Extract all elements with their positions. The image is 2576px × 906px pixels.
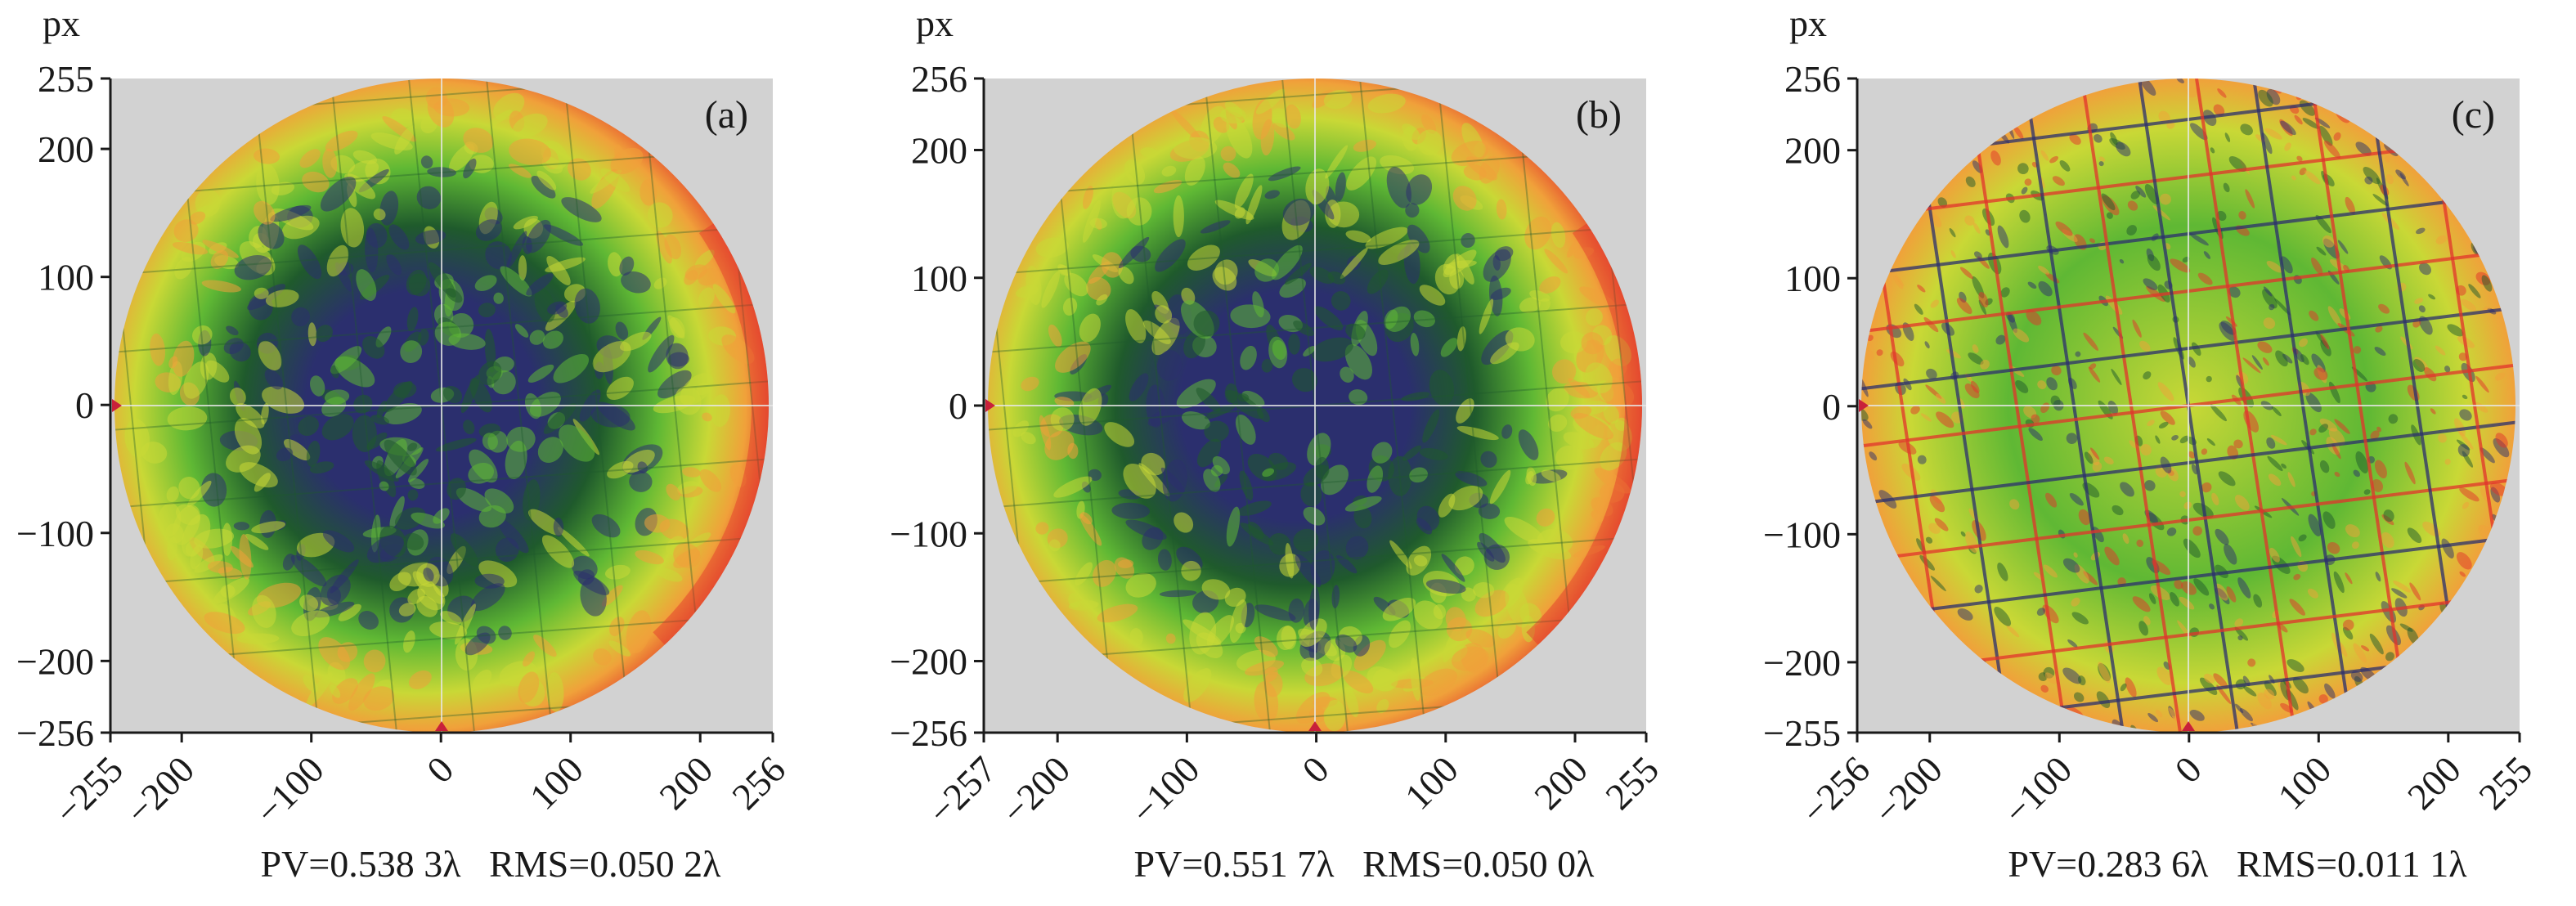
- y-tick-label: −256: [16, 712, 94, 754]
- x-tick-label: −256: [1793, 748, 1878, 832]
- y-tick-label: −100: [1763, 514, 1841, 555]
- y-tick-label: 200: [1784, 130, 1841, 172]
- y-tick-label: 200: [911, 130, 967, 172]
- x-tick-label: 255: [2471, 748, 2540, 818]
- x-tick-label: −100: [248, 748, 332, 832]
- x-tick-label: 100: [2270, 748, 2340, 818]
- y-unit-label: px: [1789, 2, 1827, 44]
- y-tick-label: 255: [38, 58, 94, 100]
- panel-c-caption: PV=0.283 6λ RMS=0.011 1λ: [2008, 843, 2467, 885]
- panel-b-caption: PV=0.551 7λ RMS=0.050 0λ: [1133, 843, 1595, 885]
- x-tick-label: −255: [47, 748, 131, 832]
- y-tick-label: −200: [890, 641, 967, 683]
- panel-tag: (b): [1576, 93, 1622, 137]
- y-tick-label: 0: [75, 384, 94, 426]
- x-tick-label: 0: [1294, 748, 1336, 791]
- y-tick-label: 100: [38, 257, 94, 298]
- x-tick-label: 0: [2167, 748, 2210, 791]
- y-tick-label: 0: [1822, 386, 1841, 428]
- x-tick-label: −200: [1866, 748, 1950, 832]
- y-unit-label: px: [916, 2, 954, 44]
- panel-a: 255 200 100 0 −100 −200 −256 px −255 −200 −100 0 100…: [0, 0, 859, 906]
- y-tick-label: −255: [1763, 712, 1841, 754]
- x-tick-label: −200: [118, 748, 202, 832]
- x-tick-label: 200: [2399, 748, 2469, 818]
- x-tick-label: −100: [1123, 748, 1207, 832]
- y-unit-label: px: [43, 2, 80, 44]
- x-tick-label: 0: [419, 748, 461, 791]
- y-tick-label: −100: [890, 513, 967, 554]
- panel-tag: (a): [705, 93, 748, 137]
- y-tick-label: 200: [38, 128, 94, 170]
- x-tick-label: −200: [994, 748, 1078, 832]
- y-zero-marker: [985, 399, 995, 412]
- panel-b: 256 200 100 0 −100 −200 −256 px −257 −200 −100 0 100…: [873, 0, 1732, 906]
- x-zero-marker: [1308, 721, 1322, 731]
- panel-c: 256 200 100 0 −100 −200 −255 px −256 −200 −100 0 100…: [1747, 0, 2576, 906]
- y-tick-label: 100: [1784, 258, 1841, 299]
- x-zero-marker: [435, 721, 448, 731]
- x-tick-label: −257: [920, 748, 1004, 832]
- panel-tag: (c): [2452, 93, 2495, 137]
- y-tick-label: 0: [949, 385, 967, 427]
- y-tick-label: 256: [911, 58, 967, 100]
- x-tick-label: 100: [1397, 748, 1466, 818]
- x-zero-marker: [2182, 721, 2195, 731]
- panel-a-caption: PV=0.538 3λ RMS=0.050 2λ: [260, 843, 721, 885]
- x-tick-label: 100: [522, 748, 591, 818]
- y-tick-label: −200: [16, 640, 94, 682]
- y-tick-label: −100: [16, 513, 94, 554]
- x-tick-label: 256: [724, 748, 793, 818]
- y-tick-label: 100: [911, 258, 967, 299]
- y-tick-label: −200: [1763, 642, 1841, 684]
- x-tick-label: 200: [651, 748, 720, 818]
- x-tick-label: −100: [1995, 748, 2080, 832]
- x-tick-label: 200: [1526, 748, 1595, 818]
- y-zero-marker: [1859, 399, 1869, 412]
- y-tick-label: 256: [1784, 58, 1841, 100]
- y-tick-label: −256: [890, 712, 967, 754]
- x-tick-label: 255: [1597, 748, 1667, 818]
- y-zero-marker: [112, 399, 122, 412]
